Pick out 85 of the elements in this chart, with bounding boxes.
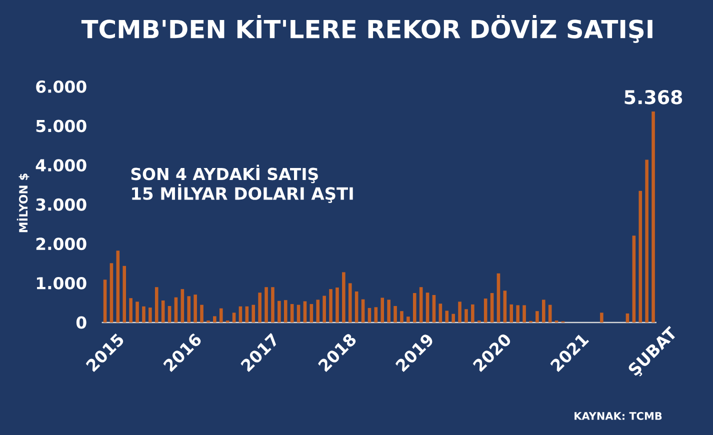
chart-title: TCMB'DEN KİT'LERE REKOR DÖVİZ SATIŞI [81,15,652,43]
bar [374,307,378,322]
bar [142,306,146,322]
bar [245,306,249,322]
annotation: 15 MİLYAR DOLARI AŞTI [132,184,353,204]
bar [432,294,436,322]
bar [278,300,281,322]
bar [271,287,274,322]
bar [252,304,256,322]
bar [510,304,514,322]
bar [194,294,197,322]
bar [452,314,455,322]
bar [516,305,520,322]
bar [122,266,126,322]
bar [638,190,642,322]
bar [419,287,423,322]
annotation: SON 4 AYDAKİ SATIŞ [131,164,318,184]
y-tick-label: 5.000 [36,120,86,132]
bar [600,312,604,322]
bar [180,289,184,322]
bar [136,302,139,322]
bar [322,296,326,322]
bar [258,292,262,322]
bar [342,272,346,322]
bar [219,308,223,322]
bar [426,292,430,322]
bar [238,306,242,322]
y-axis-title: MİLYON $ [16,174,30,232]
bar [284,300,288,322]
bar [154,287,158,322]
bar [168,306,172,322]
bar [536,311,539,322]
bar [626,313,630,322]
bar [361,299,365,322]
bar [412,293,416,322]
bar [148,308,152,322]
bar [471,304,474,322]
bar [264,287,268,322]
bar [200,304,204,322]
bar [496,273,500,322]
bar [129,298,132,322]
bar [161,300,165,322]
bar [232,312,236,322]
text: KAYNAK: TCMB [574,412,662,420]
bar [490,293,494,322]
y-tick-label: 3.000 [36,198,86,211]
data-label: 5.368 [624,90,682,104]
bar [542,300,546,322]
bar [645,160,648,322]
bar [464,309,468,322]
bar [354,291,358,322]
y-tick-label: 2.000 [36,238,86,250]
bar [503,290,507,322]
bar [387,300,390,322]
bar [348,283,352,322]
bar [116,250,120,322]
bar [406,316,410,322]
bar [290,304,294,322]
bar [368,308,372,322]
bar [329,289,332,322]
bar [632,236,636,322]
bar [445,310,449,322]
bar [522,305,526,322]
bar [652,112,655,322]
bar [458,302,462,322]
y-tick-label: 1.000 [36,276,86,290]
y-tick-label: 4.000 [36,159,86,172]
bar [174,297,178,322]
bar [187,296,191,322]
y-tick-label: 0 [76,316,86,329]
bar [548,304,552,322]
bar [438,304,442,322]
bar [484,298,488,322]
bar [336,288,339,322]
bar [110,263,114,322]
bar [380,298,384,322]
bar [394,306,397,322]
bar [103,280,107,322]
bar [310,304,314,322]
bar [400,311,404,322]
bar [213,316,216,322]
bar [316,300,320,322]
bar [303,301,307,322]
bar [296,304,300,322]
y-tick-label: 6.000 [36,80,86,93]
